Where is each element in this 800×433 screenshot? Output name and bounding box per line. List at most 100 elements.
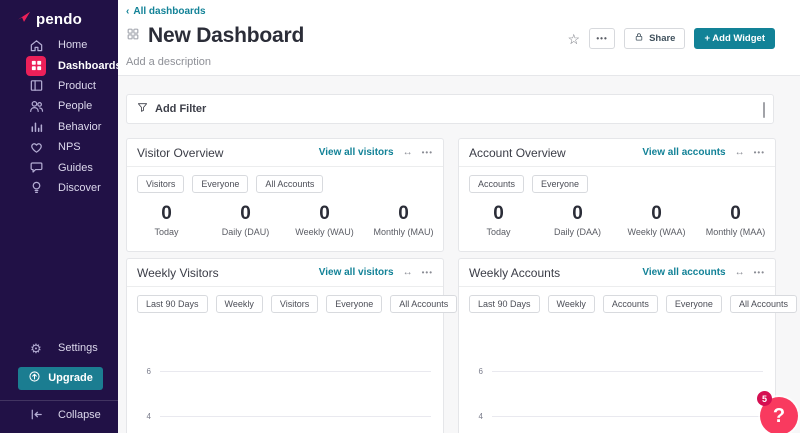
title-row: New Dashboard [126, 24, 304, 48]
view-all-accounts-link[interactable]: View all accounts [642, 267, 726, 278]
sidebar-item-product[interactable]: Product [0, 76, 118, 96]
move-widget-icon[interactable]: ↔ [734, 147, 745, 158]
sidebar-item-people[interactable]: People [0, 96, 118, 116]
gear-icon: ⚙ [30, 340, 42, 356]
share-label: Share [649, 33, 676, 44]
move-widget-icon[interactable]: ↔ [734, 267, 745, 278]
chip[interactable]: Accounts [602, 295, 658, 313]
page-header: ‹ All dashboards New Dashboard Add a des… [118, 0, 800, 76]
stat-value: 0 [572, 203, 583, 224]
pendo-logo-text: pendo [36, 10, 82, 28]
move-widget-icon[interactable]: ↔ [402, 267, 413, 278]
favorite-star-icon[interactable]: ☆ [567, 30, 581, 47]
widget-weekly-visitors: Weekly Visitors View all visitors ↔ ••• … [126, 258, 458, 433]
chip[interactable]: Last 90 Days [469, 295, 540, 313]
scrollbar-thumb[interactable] [763, 102, 765, 118]
widget-header: Visitor Overview View all visitors ↔ ••• [127, 139, 443, 167]
people-icon [26, 96, 46, 116]
widget-chips: Visitors Everyone All Accounts [127, 167, 443, 198]
sidebar-item-label: Guides [58, 161, 93, 174]
widget-account-overview: Account Overview View all accounts ↔ •••… [458, 138, 776, 252]
guides-chat-icon [26, 158, 46, 178]
view-all-visitors-link[interactable]: View all visitors [318, 267, 394, 278]
dashboard-more-menu-button[interactable]: ••• [589, 28, 616, 49]
move-widget-icon[interactable]: ↔ [402, 147, 413, 158]
sidebar: pendo Home Dashboards Product People [0, 0, 122, 433]
widget-title: Visitor Overview [137, 145, 224, 160]
upgrade-button[interactable]: Upgrade [18, 366, 103, 390]
stats-row: 0 Today 0 Daily (DAA) 0 Weekly (WAA) 0 Month… [459, 203, 775, 237]
view-all-accounts-link[interactable]: View all accounts [642, 147, 726, 158]
chip[interactable]: Everyone [192, 175, 249, 193]
stat: 0 Weekly (WAU) [285, 203, 364, 237]
chip[interactable]: Accounts [469, 175, 525, 193]
sidebar-item-settings[interactable]: ⚙ Settings [0, 338, 118, 358]
all-dashboards-back-link[interactable]: ‹ All dashboards [126, 6, 206, 17]
funnel-icon [137, 100, 148, 118]
chip[interactable]: Weekly [215, 295, 263, 313]
chip[interactable]: All Accounts [729, 295, 797, 313]
dashboards-icon [26, 55, 46, 76]
view-all-visitors-link[interactable]: View all visitors [318, 147, 394, 158]
header-actions: ☆ ••• Share + Add Widget [567, 28, 775, 49]
chip[interactable]: Everyone [326, 295, 383, 313]
chip[interactable]: All Accounts [256, 175, 324, 193]
sidebar-item-guides[interactable]: Guides [0, 157, 118, 177]
sidebar-item-dashboards[interactable]: Dashboards [0, 55, 122, 76]
chip[interactable]: Visitors [137, 175, 185, 193]
chip[interactable]: All Accounts [390, 295, 458, 313]
chart-gridline: 4 [459, 411, 763, 421]
add-filter-bar[interactable]: Add Filter [126, 94, 774, 124]
sidebar-collapse-button[interactable]: Collapse [0, 405, 118, 425]
chip[interactable]: Weekly [547, 295, 595, 313]
sidebar-item-discover[interactable]: Discover [0, 178, 118, 198]
y-tick-label: 4 [146, 411, 151, 421]
stat: 0 Today [127, 203, 206, 237]
widget-menu-icon[interactable]: ••• [753, 268, 765, 277]
chart-gridline: 6 [127, 366, 431, 376]
sidebar-item-label: Product [58, 79, 96, 92]
sidebar-item-home[interactable]: Home [0, 35, 118, 55]
add-widget-button[interactable]: + Add Widget [694, 28, 775, 49]
chip[interactable]: Visitors [270, 295, 319, 313]
gridline [160, 415, 431, 417]
widget-menu-icon[interactable]: ••• [421, 268, 433, 277]
chip[interactable]: Everyone [532, 175, 589, 193]
stat-label: Weekly (WAU) [295, 226, 354, 237]
stat-value: 0 [161, 203, 172, 224]
widget-visitor-overview: Visitor Overview View all visitors ↔ •••… [126, 138, 444, 252]
stat-value: 0 [240, 203, 251, 224]
pendo-logo[interactable]: pendo [0, 0, 118, 30]
stat: 0 Monthly (MAU) [364, 203, 443, 237]
share-button[interactable]: Share [624, 28, 686, 49]
chip[interactable]: Last 90 Days [137, 295, 208, 313]
page-title: New Dashboard [148, 24, 305, 47]
y-tick-label: 4 [478, 411, 483, 421]
widget-menu-icon[interactable]: ••• [753, 148, 765, 157]
stat-label: Weekly (WAA) [627, 226, 686, 237]
stat: 0 Monthly (MAA) [696, 203, 775, 237]
chip[interactable]: Everyone [665, 295, 722, 313]
home-icon [26, 35, 46, 55]
sidebar-item-behavior[interactable]: Behavior [0, 117, 118, 137]
sidebar-item-nps[interactable]: NPS [0, 137, 118, 157]
stat: 0 Weekly (WAA) [617, 203, 696, 237]
weekly-accounts-chart: 6 4 2 [459, 309, 763, 433]
gridline [492, 415, 763, 417]
lock-icon [634, 32, 644, 45]
help-notification-badge[interactable]: 5 [757, 391, 772, 406]
discover-lightbulb-icon [26, 178, 46, 198]
dashboard-grid-icon [126, 27, 140, 46]
sidebar-bottom: ⚙ Settings Upgrade Collapse [0, 338, 118, 433]
stat-value: 0 [730, 203, 741, 224]
widget-menu-icon[interactable]: ••• [421, 148, 433, 157]
upgrade-arrow-icon [28, 370, 41, 386]
y-tick-label: 6 [478, 366, 483, 376]
stat-value: 0 [398, 203, 409, 224]
dashboard-description-field[interactable]: Add a description [126, 56, 211, 68]
stat-value: 0 [651, 203, 662, 224]
chevron-left-icon: ‹ [126, 6, 130, 17]
widget-title: Weekly Accounts [469, 265, 561, 280]
sidebar-item-label: NPS [58, 141, 81, 154]
upgrade-label: Upgrade [48, 372, 93, 385]
